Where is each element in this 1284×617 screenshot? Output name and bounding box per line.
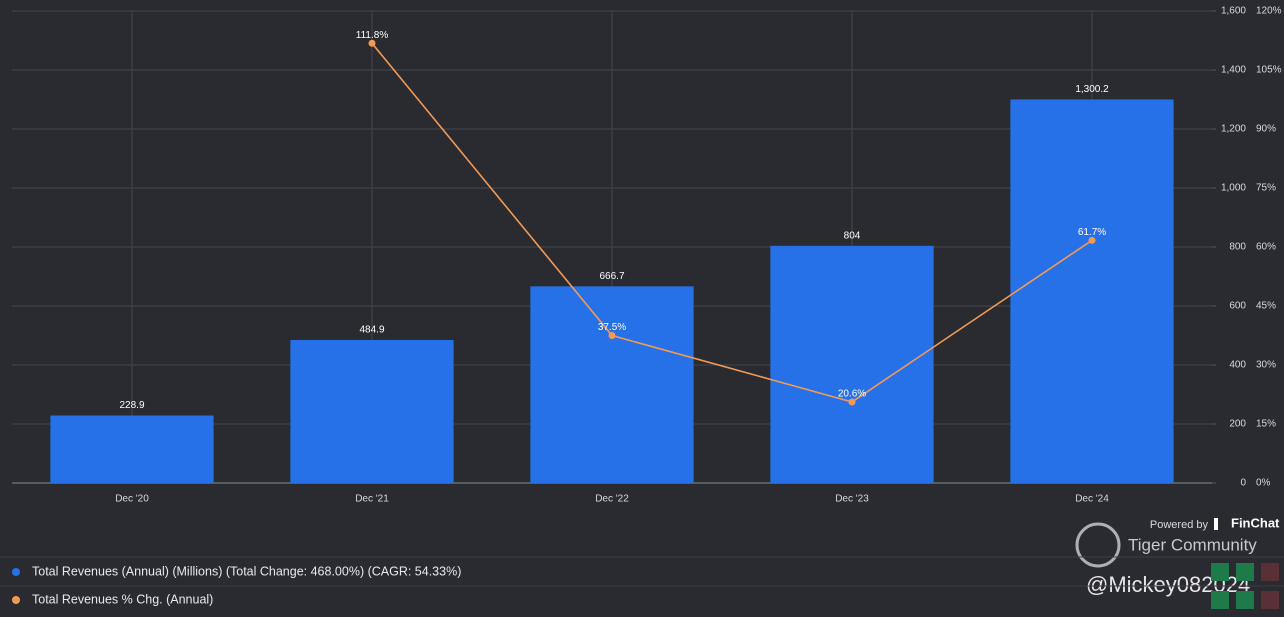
x-tick-label: Dec '20 <box>115 494 149 505</box>
tag-button[interactable] <box>1211 563 1229 581</box>
line-point <box>848 398 856 406</box>
legend-label: Total Revenues (Annual) (Millions) (Tota… <box>32 564 461 578</box>
y2-tick-label: 75% <box>1256 183 1276 194</box>
line-point <box>368 39 376 47</box>
y-tick-label: 800 <box>1229 242 1246 253</box>
y2-tick-label: 90% <box>1256 124 1276 135</box>
legend-label: Total Revenues % Chg. (Annual) <box>32 592 213 606</box>
line-label: 111.8% <box>356 30 389 41</box>
brand-icon <box>1214 518 1218 530</box>
line-label: 20.6% <box>838 389 866 400</box>
y-tick-label: 600 <box>1229 301 1246 312</box>
bar-label: 666.7 <box>599 271 624 282</box>
toolbar <box>1211 563 1279 609</box>
y-tick-label: 200 <box>1229 419 1246 430</box>
y2-tick-label: 120% <box>1256 6 1282 17</box>
y2-tick-label: 0% <box>1256 478 1271 489</box>
y-tick-label: 1,600 <box>1221 6 1246 17</box>
line-point <box>1088 236 1096 244</box>
legend-marker <box>12 568 20 576</box>
bar <box>1010 99 1174 483</box>
y-tick-label: 0 <box>1240 478 1246 489</box>
x-tick-label: Dec '22 <box>595 494 629 505</box>
y-tick-label: 1,400 <box>1221 65 1246 76</box>
line-point <box>608 332 616 339</box>
y2-tick-label: 30% <box>1256 360 1276 371</box>
legend-marker <box>12 596 20 604</box>
line <box>371 42 1093 403</box>
x-tick-label: Dec '23 <box>835 494 869 505</box>
close-button[interactable] <box>1261 591 1279 609</box>
bar-label: 804 <box>844 230 861 241</box>
powered-by: Powered by <box>1150 519 1209 531</box>
brand: FinChat <box>1231 515 1280 530</box>
close-button[interactable] <box>1261 563 1279 581</box>
tag-button[interactable] <box>1211 591 1229 609</box>
eye-button[interactable] <box>1236 591 1254 609</box>
y2-tick-label: 105% <box>1256 65 1282 76</box>
bar <box>530 286 694 483</box>
eye-button[interactable] <box>1236 563 1254 581</box>
y2-tick-label: 45% <box>1256 301 1276 312</box>
watermark-community: Tiger Community <box>1128 535 1257 554</box>
x-tick-label: Dec '21 <box>355 494 389 505</box>
line-label: 37.5% <box>598 322 626 333</box>
bar-label: 1,300.2 <box>1075 84 1109 95</box>
y2-tick-label: 60% <box>1256 242 1276 253</box>
bar <box>290 339 454 483</box>
bar <box>50 415 214 483</box>
x-tick-label: Dec '24 <box>1075 494 1109 505</box>
y-tick-label: 1,000 <box>1221 183 1246 194</box>
line-label: 61.7% <box>1078 227 1106 238</box>
y-tick-label: 400 <box>1229 360 1246 371</box>
watermark-logo <box>1075 522 1121 568</box>
y2-tick-label: 15% <box>1256 419 1276 430</box>
bar-label: 228.9 <box>119 400 144 411</box>
bar-label: 484.9 <box>359 325 384 336</box>
y-tick-label: 1,200 <box>1221 124 1246 135</box>
